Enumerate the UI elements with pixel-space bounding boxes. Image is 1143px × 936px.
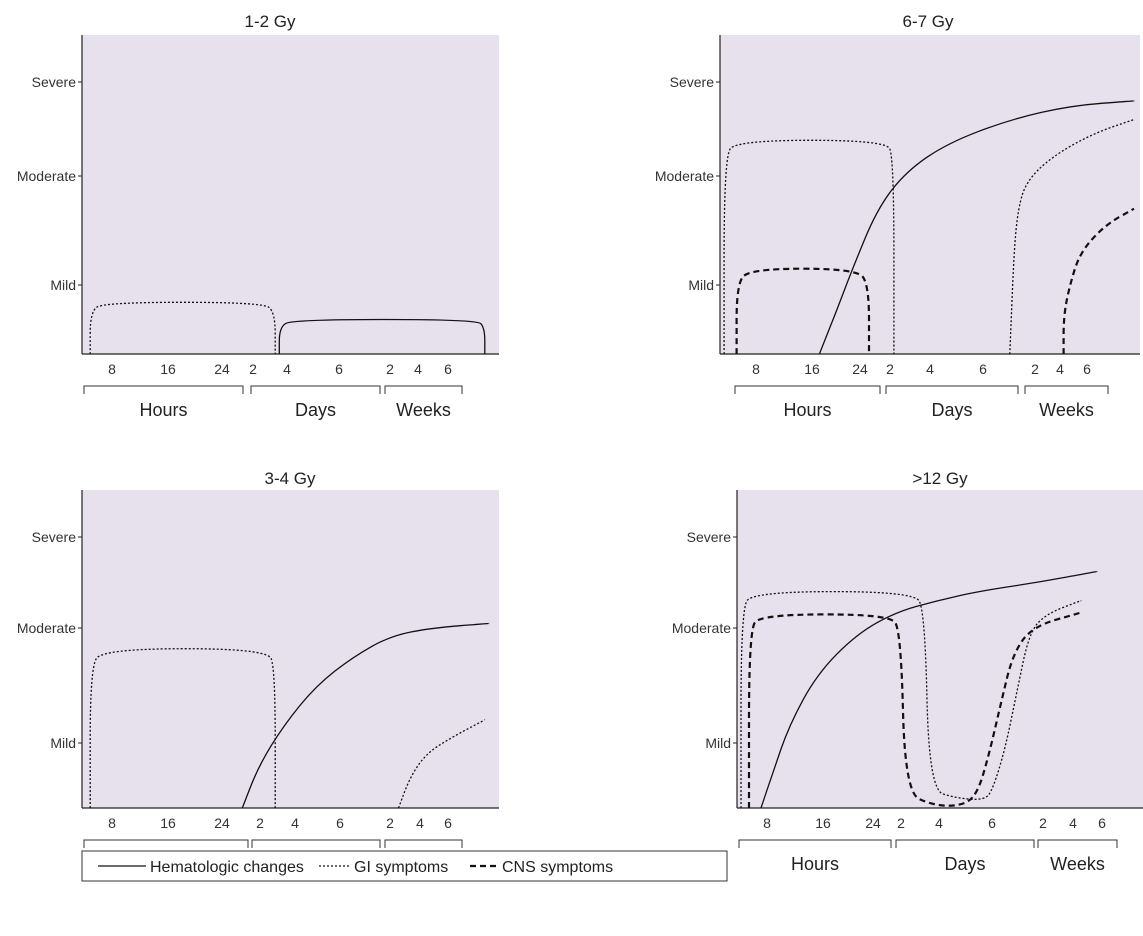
y-tick-label: Severe — [670, 74, 715, 90]
x-tick-label: 4 — [414, 361, 422, 377]
x-group-bracket — [1024, 385, 1109, 394]
x-tick-label: 4 — [1069, 815, 1077, 831]
x-tick-label: 6 — [336, 815, 344, 831]
x-tick-label: 2 — [1039, 815, 1047, 831]
series-line-cns-symptoms — [735, 267, 871, 354]
series-line-gi-symptoms — [397, 719, 486, 809]
x-group-label: Weeks — [396, 400, 451, 420]
x-tick-label: 6 — [335, 361, 343, 377]
x-tick-label: 4 — [283, 361, 291, 377]
y-tick-label: Mild — [688, 277, 714, 293]
x-group-bracket — [734, 385, 881, 394]
x-tick-label: 4 — [926, 361, 934, 377]
y-tick-label: Mild — [705, 735, 731, 751]
legend-label: Hematologic changes — [150, 859, 304, 876]
x-tick-label: 6 — [1098, 815, 1106, 831]
x-tick-label: 4 — [1056, 361, 1064, 377]
series-line-hematologic-changes — [241, 622, 490, 809]
x-group-bracket — [885, 385, 1019, 394]
x-group-label: Weeks — [1050, 854, 1105, 874]
x-tick-label: 16 — [804, 361, 820, 377]
x-group-label: Weeks — [1039, 400, 1094, 420]
legend: Hematologic changes GI symptoms CNS sympto… — [81, 850, 728, 882]
chart-title: >12 Gy — [912, 469, 968, 488]
x-group-bracket — [1037, 839, 1118, 848]
series-line-gi-symptoms — [89, 301, 276, 354]
chart-title: 3-4 Gy — [264, 469, 316, 488]
legend-label: CNS symptoms — [502, 859, 613, 876]
x-group-label: Days — [931, 400, 972, 420]
x-tick-label: 6 — [444, 361, 452, 377]
y-tick-label: Severe — [32, 74, 77, 90]
x-tick-label: 4 — [416, 815, 424, 831]
series-line-hematologic-changes — [760, 570, 1098, 809]
x-group-bracket — [738, 839, 892, 848]
x-tick-label: 8 — [763, 815, 771, 831]
plot-area — [737, 490, 1143, 808]
x-tick-label: 16 — [160, 361, 176, 377]
x-group-bracket — [251, 839, 381, 848]
x-tick-label: 2 — [249, 361, 257, 377]
series-line-hematologic-changes — [818, 100, 1135, 355]
y-tick-label: Severe — [32, 529, 77, 545]
x-group-label: Days — [944, 854, 985, 874]
x-tick-label: 16 — [160, 815, 176, 831]
x-tick-label: 24 — [865, 815, 881, 831]
x-tick-label: 24 — [852, 361, 868, 377]
x-tick-label: 2 — [256, 815, 264, 831]
x-tick-label: 2 — [897, 815, 905, 831]
x-group-label: Days — [295, 400, 336, 420]
x-tick-label: 16 — [815, 815, 831, 831]
y-tick-label: Moderate — [17, 168, 76, 184]
x-tick-label: 6 — [1083, 361, 1091, 377]
plot-area — [82, 35, 499, 354]
chart-title: 6-7 Gy — [902, 12, 954, 31]
x-tick-label: 6 — [444, 815, 452, 831]
series-line-gi-symptoms — [740, 590, 1082, 808]
legend-box — [81, 850, 728, 882]
x-tick-label: 8 — [108, 361, 116, 377]
x-group-bracket — [250, 385, 381, 394]
x-tick-label: 2 — [386, 815, 394, 831]
y-tick-label: Mild — [50, 735, 76, 751]
x-tick-label: 8 — [752, 361, 760, 377]
x-group-label: Hours — [783, 400, 831, 420]
x-group-bracket — [83, 385, 244, 394]
series-line-gi-symptoms — [1009, 118, 1135, 355]
y-tick-label: Moderate — [17, 620, 76, 636]
plot-area — [82, 490, 499, 808]
series-line-gi-symptoms — [89, 648, 276, 808]
x-tick-label: 6 — [979, 361, 987, 377]
series-line-cns-symptoms — [747, 611, 1083, 809]
x-group-label: Hours — [139, 400, 187, 420]
x-group-label: Hours — [791, 854, 839, 874]
chart-panel-3: 3-4 GyMildModerateSevere81624246246Hours… — [17, 469, 499, 874]
y-tick-label: Moderate — [655, 168, 714, 184]
x-tick-label: 4 — [935, 815, 943, 831]
series-line-hematologic-changes — [278, 318, 486, 355]
x-group-bracket — [83, 839, 249, 848]
x-group-bracket — [895, 839, 1035, 848]
y-tick-label: Moderate — [672, 620, 731, 636]
x-group-bracket — [384, 385, 463, 394]
plot-area — [720, 35, 1140, 354]
x-group-bracket — [384, 839, 463, 848]
x-tick-label: 2 — [1031, 361, 1039, 377]
legend-label: GI symptoms — [354, 859, 448, 876]
x-tick-label: 8 — [108, 815, 116, 831]
x-tick-label: 24 — [214, 815, 230, 831]
x-tick-label: 2 — [386, 361, 394, 377]
chart-title: 1-2 Gy — [244, 12, 296, 31]
y-tick-label: Severe — [687, 529, 732, 545]
y-tick-label: Mild — [50, 277, 76, 293]
x-tick-label: 2 — [886, 361, 894, 377]
x-tick-label: 24 — [214, 361, 230, 377]
x-tick-label: 6 — [988, 815, 996, 831]
x-tick-label: 4 — [291, 815, 299, 831]
